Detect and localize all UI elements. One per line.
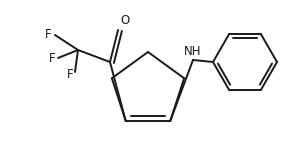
Text: O: O <box>120 14 129 27</box>
Text: F: F <box>45 28 52 42</box>
Text: F: F <box>48 52 55 65</box>
Text: NH: NH <box>184 45 202 58</box>
Text: F: F <box>66 67 73 80</box>
